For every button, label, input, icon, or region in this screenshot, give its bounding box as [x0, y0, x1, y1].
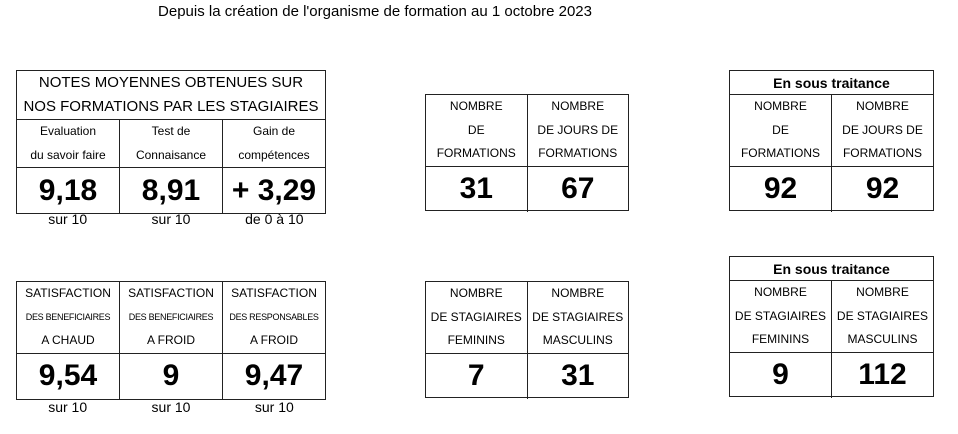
satisfaction-scale-chaud: sur 10: [48, 399, 88, 415]
notes-scale-evaluation: sur 10: [48, 211, 88, 227]
st-formations-header-days: NOMBRE DE JOURS DE FORMATIONS: [831, 95, 933, 166]
stagiaires-header-masculins: NOMBRE DE STAGIAIRES MASCULINS: [526, 282, 629, 353]
notes-scale-test: sur 10: [151, 211, 191, 227]
stagiaires-value-masculins: 31: [526, 353, 629, 399]
notes-header-test: Test de Connaisance: [119, 120, 222, 167]
satisfaction-value-responsables: 9,47: [222, 353, 325, 399]
notes-value-evaluation: 9,18: [38, 173, 98, 207]
notes-header-gain: Gain de compétences: [222, 120, 325, 167]
st-stagiaires-header-feminins: NOMBRE DE STAGIAIRES FEMININS: [734, 285, 827, 346]
satisfaction-table: SATISFACTION DES BENEFICIAIRES A CHAUD SAT…: [16, 281, 326, 400]
formations-value-count: 31: [459, 172, 493, 205]
notes-heading-line2: NOS FORMATIONS PAR LES STAGIAIRES: [23, 98, 319, 115]
stagiaires-table: NOMBRE DE STAGIAIRES FEMININS NOMBRE DE STA…: [425, 281, 629, 399]
notes-table: NOTES MOYENNES OBTENUES SUR NOS FORMATIO…: [16, 70, 326, 214]
formations-table: NOMBRE DE FORMATIONS NOMBRE DE JOURS DE FORM…: [425, 94, 629, 212]
satisfaction-scale-responsables: sur 10: [254, 399, 294, 415]
stagiaires-value-feminins: 7: [467, 359, 485, 392]
page-title: Depuis la création de l'organisme de for…: [158, 3, 592, 20]
st-formations-value-count: 92: [763, 172, 798, 205]
stagiaires-header-feminins: NOMBRE DE STAGIAIRES FEMININS: [430, 286, 522, 347]
st-stagiaires-value-feminins: 9: [772, 358, 789, 391]
sous-traitance-heading: En sous traitance: [773, 74, 890, 91]
satisfaction-value-chaud: 9,54: [38, 359, 98, 392]
notes-header-evaluation: Evaluation du savoir faire: [30, 124, 106, 162]
sous-traitance-formations-table: En sous traitance NOMBRE DE FORMATIONS NOM…: [729, 70, 934, 212]
sous-traitance-stagiaires-table: En sous traitance NOMBRE DE STAGIAIRES FEM…: [729, 256, 934, 398]
satisfaction-header-chaud: SATISFACTION DES BENEFICIAIRES A CHAUD: [25, 286, 111, 347]
notes-value-gain: + 3,29: [222, 168, 325, 213]
st-stagiaires-header-masculins: NOMBRE DE STAGIAIRES MASCULINS: [831, 281, 933, 352]
formations-header-count: NOMBRE DE FORMATIONS: [436, 99, 516, 160]
satisfaction-scale-froid: sur 10: [151, 399, 191, 415]
st-formations-header-count: NOMBRE DE FORMATIONS: [740, 99, 821, 160]
satisfaction-value-froid: 9: [119, 353, 222, 399]
satisfaction-header-froid: SATISFACTION DES BENEFICIAIRES A FROID: [119, 282, 222, 353]
notes-heading-line1: NOTES MOYENNES OBTENUES SUR: [38, 74, 304, 91]
satisfaction-header-responsables: SATISFACTION DES RESPONSABLES A FROID: [222, 282, 325, 353]
sous-traitance-heading: En sous traitance: [773, 260, 890, 277]
notes-scale-gain: de 0 à 10: [245, 211, 304, 227]
st-stagiaires-value-masculins: 112: [831, 352, 933, 398]
formations-value-days: 67: [526, 166, 629, 212]
formations-header-days: NOMBRE DE JOURS DE FORMATIONS: [526, 95, 629, 166]
st-formations-value-days: 92: [831, 166, 933, 212]
notes-value-test: 8,91: [119, 168, 222, 213]
